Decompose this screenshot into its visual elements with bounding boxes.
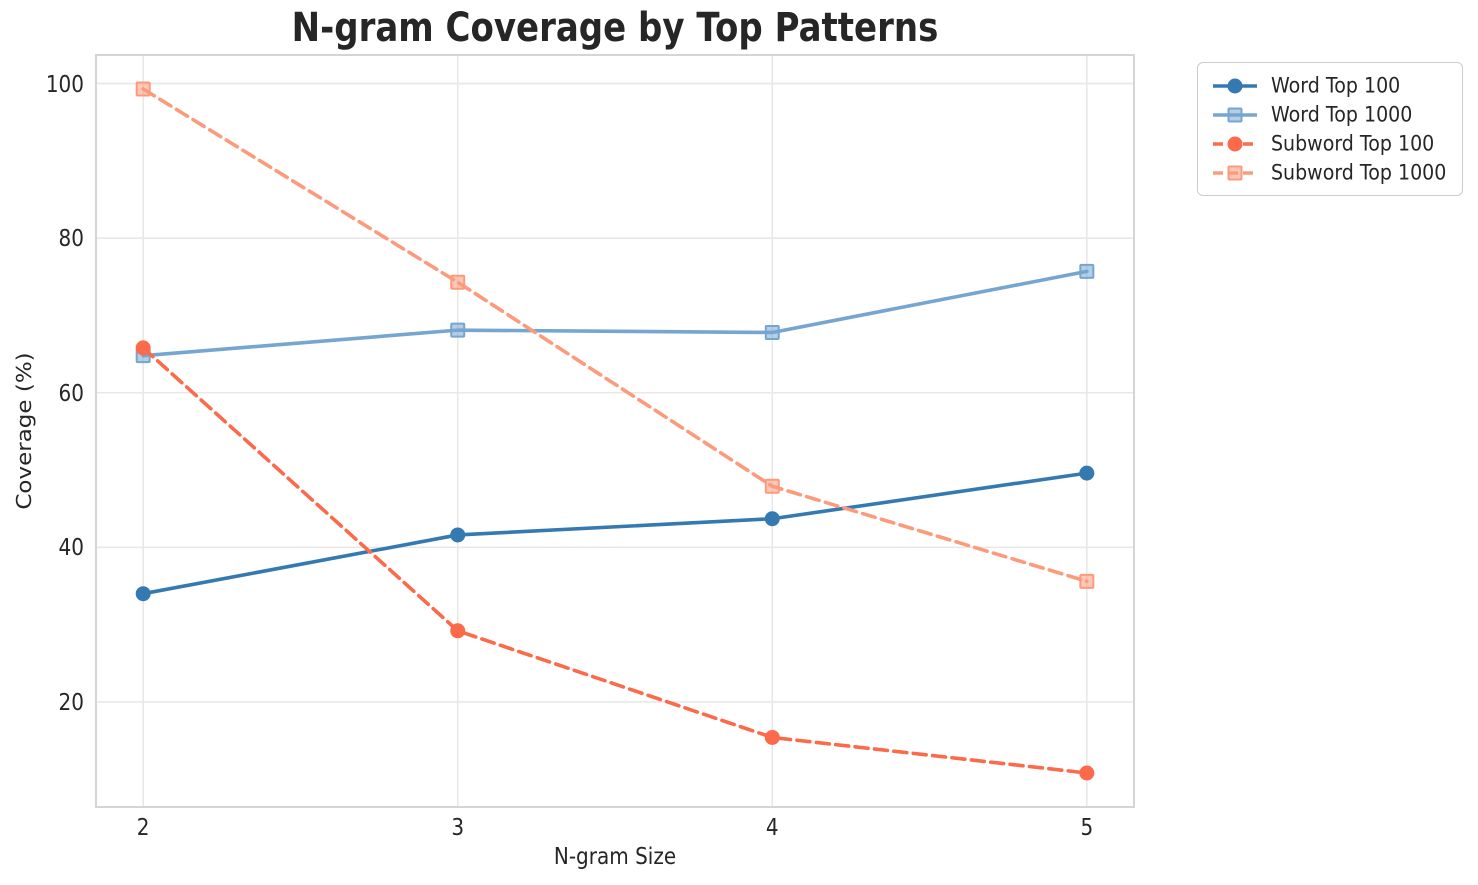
y-tick-label: 40 — [58, 533, 84, 562]
x-axis-label: N-gram Size — [553, 842, 677, 870]
data-point-word-top-1000 — [764, 324, 780, 340]
x-tick-label: 4 — [765, 813, 779, 841]
y-tick-label: 20 — [58, 688, 84, 716]
x-tick-label: 2 — [136, 813, 150, 841]
legend-label: Word Top 100 — [1271, 73, 1401, 98]
data-point-word-top-1000 — [450, 322, 466, 338]
legend: Word Top 100 Word Top 1000 Subword Top 100… — [1197, 62, 1463, 196]
y-axis-label: Coverage (%) — [12, 352, 36, 510]
data-point-subword-top-100 — [450, 623, 466, 639]
legend-circle-marker-icon — [1213, 78, 1257, 93]
x-tick-label: 5 — [1080, 813, 1094, 841]
series-line-subword-top-100 — [141, 346, 1089, 775]
data-point-word-top-100 — [764, 511, 780, 527]
data-point-word-top-100 — [135, 586, 151, 602]
data-point-word-top-100 — [450, 527, 466, 543]
legend-label: Subword Top 1000 — [1271, 160, 1447, 185]
data-point-word-top-100 — [1079, 465, 1095, 481]
data-point-subword-top-1000 — [1079, 573, 1095, 589]
data-point-subword-top-100 — [135, 340, 151, 356]
data-point-word-top-1000 — [1079, 263, 1095, 279]
series-line-word-top-1000 — [141, 269, 1089, 358]
data-point-subword-top-100 — [764, 729, 780, 745]
chart-title: N-gram Coverage by Top Patterns — [291, 4, 939, 52]
x-tick-label: 3 — [451, 813, 465, 841]
axes-spines — [95, 54, 1135, 808]
legend-square-marker-icon — [1213, 107, 1257, 122]
legend-item-word-top-100: Word Top 100 — [1211, 71, 1449, 100]
data-point-subword-top-1000 — [135, 81, 151, 97]
series-line-word-top-100 — [141, 471, 1089, 596]
legend-label: Subword Top 100 — [1271, 131, 1435, 156]
data-point-subword-top-100 — [1079, 765, 1095, 781]
y-tick-label: 100 — [45, 69, 84, 98]
legend-square-marker-icon — [1213, 165, 1257, 180]
data-point-subword-top-1000 — [764, 478, 780, 494]
y-tick-label: 60 — [58, 378, 84, 407]
legend-circle-marker-icon — [1213, 136, 1257, 151]
legend-label: Word Top 1000 — [1271, 102, 1413, 127]
series-line-subword-top-1000 — [141, 87, 1089, 584]
legend-item-subword-top-1000: Subword Top 1000 — [1211, 158, 1449, 187]
y-tick-label: 80 — [58, 224, 84, 252]
legend-item-word-top-1000: Word Top 1000 — [1211, 100, 1449, 129]
data-point-subword-top-1000 — [450, 274, 466, 290]
legend-item-subword-top-100: Subword Top 100 — [1211, 129, 1449, 158]
